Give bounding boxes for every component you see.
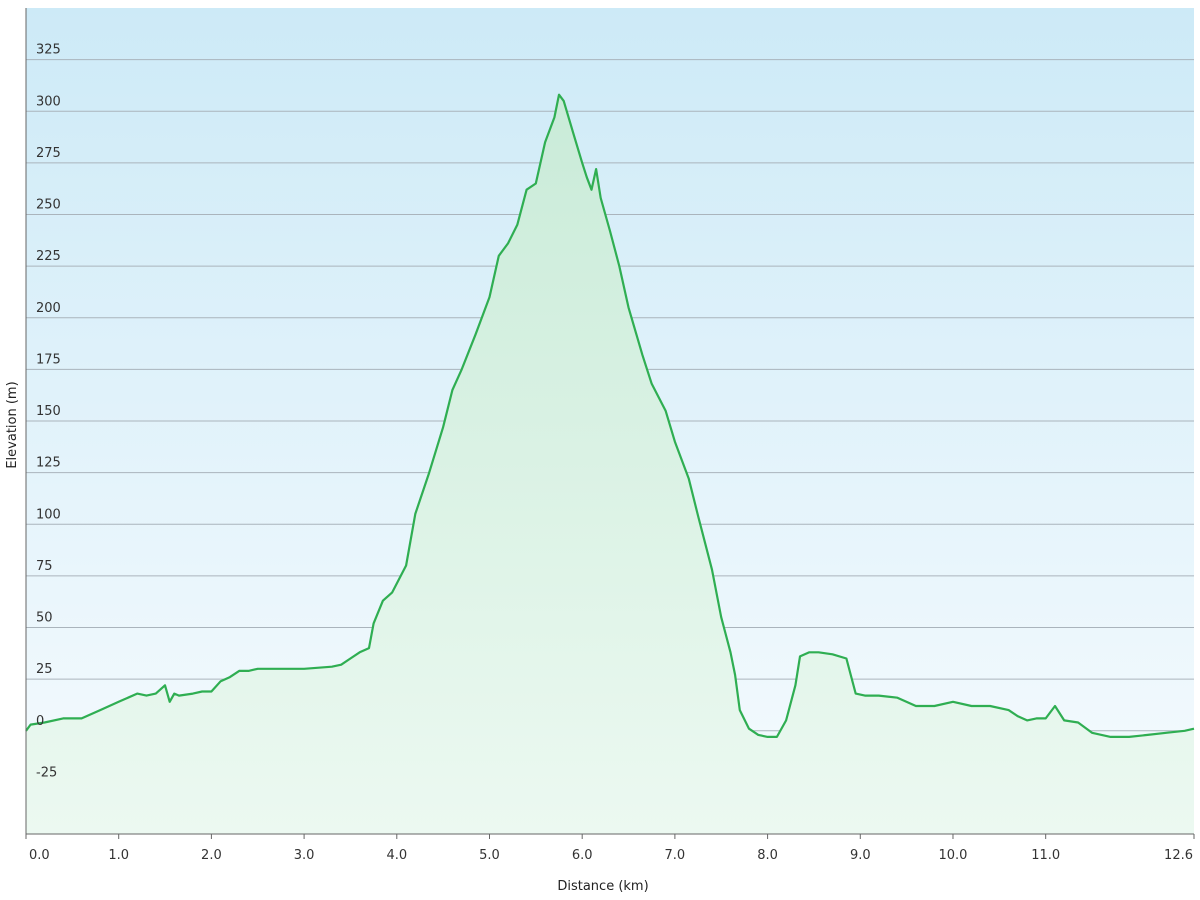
x-tick-label: 9.0 <box>850 848 871 863</box>
x-tick-label: 2.0 <box>201 848 222 863</box>
y-axis-title: Elevation (m) <box>5 381 20 468</box>
y-tick-label: 0 <box>36 714 44 729</box>
x-axis-title: Distance (km) <box>557 879 648 894</box>
x-tick-label: 5.0 <box>479 848 500 863</box>
x-tick-label: 8.0 <box>757 848 778 863</box>
y-tick-label: -25 <box>36 765 57 780</box>
y-tick-label: 175 <box>36 352 61 367</box>
y-tick-label: 250 <box>36 198 61 213</box>
x-tick-label: 10.0 <box>939 848 968 863</box>
x-tick-label: 11.0 <box>1031 848 1060 863</box>
x-tick-label: 6.0 <box>572 848 593 863</box>
x-tick-label: 4.0 <box>386 848 407 863</box>
y-tick-label: 50 <box>36 611 53 626</box>
x-tick-labels: 0.0 1.0 2.0 3.0 4.0 5.0 6.0 7.0 8.0 9.0 10.0 11.0 12… <box>25 834 1195 863</box>
y-tick-label: 300 <box>36 94 61 109</box>
elevation-area <box>26 94 1194 834</box>
x-tick-label: 3.0 <box>294 848 315 863</box>
y-tick-label: 200 <box>36 301 61 316</box>
x-tick-label: 0.0 <box>29 848 50 863</box>
y-tick-label: 25 <box>36 662 53 677</box>
y-tick-label: 225 <box>36 249 61 264</box>
y-tick-label: 75 <box>36 559 53 574</box>
y-tick-label: 150 <box>36 404 61 419</box>
y-tick-labels: -25 0 25 50 75 100 125 150 175 200 225 250 275 300 325 <box>36 43 61 781</box>
elevation-line <box>25 93 1195 738</box>
y-tick-label: 100 <box>36 507 61 522</box>
x-tick-label: 7.0 <box>665 848 686 863</box>
x-tick-label: 1.0 <box>108 848 129 863</box>
y-tick-label: 325 <box>36 43 61 58</box>
y-tick-label: 125 <box>36 456 61 471</box>
x-tick-label: 12.6 <box>1164 848 1193 863</box>
y-tick-label: 275 <box>36 146 61 161</box>
